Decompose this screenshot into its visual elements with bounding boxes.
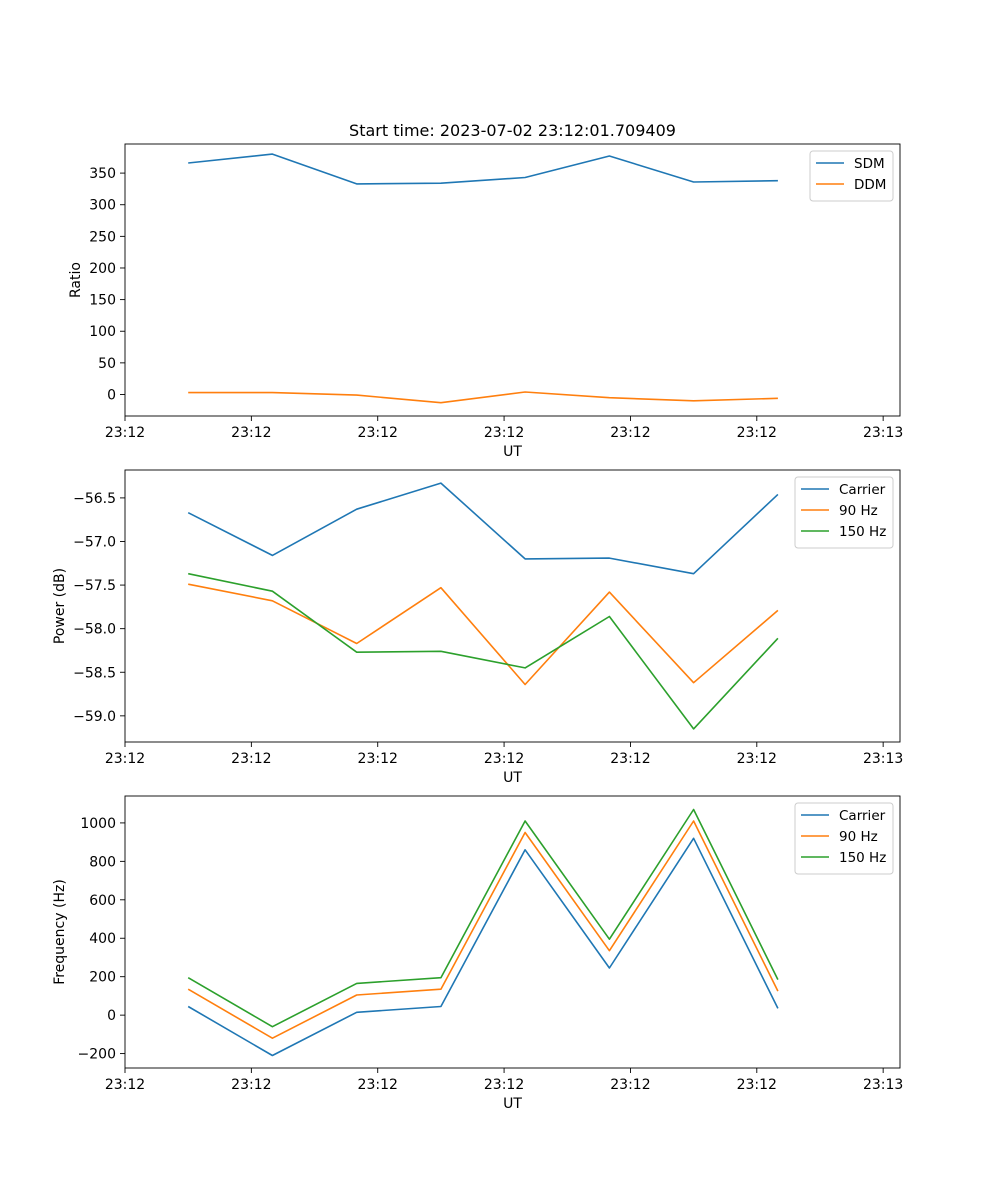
y-tick-label: −58.0: [73, 622, 116, 638]
y-tick-label: 400: [89, 931, 116, 947]
axes-frame: [124, 795, 901, 1069]
panels: 23:12 23:12 23:12 23:12 23:12 23:12 23:13 0 50 10…: [52, 143, 903, 1112]
x-tick-label: 23:13: [863, 1077, 903, 1093]
y-tick-label: 100: [89, 324, 116, 340]
series-line-90-hz: [188, 583, 779, 686]
y-tick-label: 200: [89, 970, 116, 986]
x-tick-label: 23:13: [863, 751, 903, 767]
panel-3: 23:12 23:12 23:12 23:12 23:12 23:12 23:13 −200 0…: [52, 795, 903, 1112]
legend: Carrier 90 Hz 150 Hz: [794, 802, 894, 875]
x-axis-label: UT: [503, 444, 522, 460]
y-axis-label: Power (dB): [52, 568, 68, 644]
figure-title: Start time: 2023-07-02 23:12:01.709409: [349, 121, 676, 140]
legend-label: Carrier: [839, 482, 886, 498]
y-tick-label: 250: [89, 229, 116, 245]
y-tick-label: 600: [89, 893, 116, 909]
y-tick-label: 800: [89, 854, 116, 870]
y-tick-label: 0: [107, 1008, 116, 1024]
x-tick-label: 23:12: [231, 1077, 271, 1093]
legend-label: Carrier: [839, 808, 886, 824]
x-tick-label: 23:12: [105, 1077, 145, 1093]
y-tick-label: 0: [107, 387, 116, 403]
axes-frame: [124, 469, 901, 743]
series-line-90-hz: [187, 820, 779, 1039]
x-tick-label: 23:12: [737, 425, 777, 441]
y-tick-label: −57.0: [73, 534, 116, 550]
y-tick-label: 200: [89, 261, 116, 277]
y-tick-label: 300: [89, 198, 116, 214]
legend: Carrier 90 Hz 150 Hz: [794, 476, 894, 549]
legend-label: 150 Hz: [839, 850, 886, 866]
axes-frame: [124, 143, 901, 417]
x-tick-label: 23:12: [105, 425, 145, 441]
x-tick-label: 23:12: [231, 751, 271, 767]
x-axis-label: UT: [503, 1096, 522, 1112]
x-tick-label: 23:12: [610, 751, 650, 767]
y-tick-label: 50: [98, 356, 116, 372]
series-line-carrier: [187, 482, 779, 575]
series-line-sdm: [188, 153, 778, 185]
x-tick-label: 23:13: [863, 425, 903, 441]
legend-label: SDM: [854, 156, 885, 172]
panel-1: 23:12 23:12 23:12 23:12 23:12 23:12 23:13 0 50 10…: [68, 143, 903, 460]
series-line-150-hz: [188, 572, 779, 730]
x-tick-label: 23:12: [610, 425, 650, 441]
legend: SDM DDM: [809, 150, 894, 202]
x-tick-label: 23:12: [484, 1077, 524, 1093]
legend-label: 150 Hz: [839, 524, 886, 540]
panel-2: 23:12 23:12 23:12 23:12 23:12 23:12 23:13 −59.0…: [52, 469, 903, 786]
x-tick-label: 23:12: [610, 1077, 650, 1093]
y-axis-label: Ratio: [68, 262, 84, 298]
x-tick-label: 23:12: [737, 751, 777, 767]
legend-label: 90 Hz: [839, 503, 878, 519]
y-tick-label: 1000: [80, 816, 116, 832]
series-line-carrier: [187, 837, 779, 1057]
y-tick-label: −59.0: [73, 709, 116, 725]
y-tick-label: −56.5: [73, 491, 116, 507]
x-tick-label: 23:12: [358, 1077, 398, 1093]
legend-label: DDM: [854, 177, 886, 193]
y-tick-label: −57.5: [73, 578, 116, 594]
y-tick-label: 150: [89, 293, 116, 309]
x-axis-label: UT: [503, 770, 522, 786]
x-tick-label: 23:12: [484, 425, 524, 441]
series-line-150-hz: [187, 808, 779, 1028]
y-tick-label: −58.5: [73, 665, 116, 681]
x-tick-label: 23:12: [231, 425, 271, 441]
series-line-ddm: [188, 391, 778, 404]
x-tick-label: 23:12: [484, 751, 524, 767]
y-axis-label: Frequency (Hz): [52, 879, 68, 985]
x-tick-label: 23:12: [358, 751, 398, 767]
y-tick-label: −200: [78, 1047, 116, 1063]
x-tick-label: 23:12: [737, 1077, 777, 1093]
y-tick-label: 350: [89, 166, 116, 182]
legend-label: 90 Hz: [839, 829, 878, 845]
x-tick-label: 23:12: [105, 751, 145, 767]
x-tick-label: 23:12: [358, 425, 398, 441]
